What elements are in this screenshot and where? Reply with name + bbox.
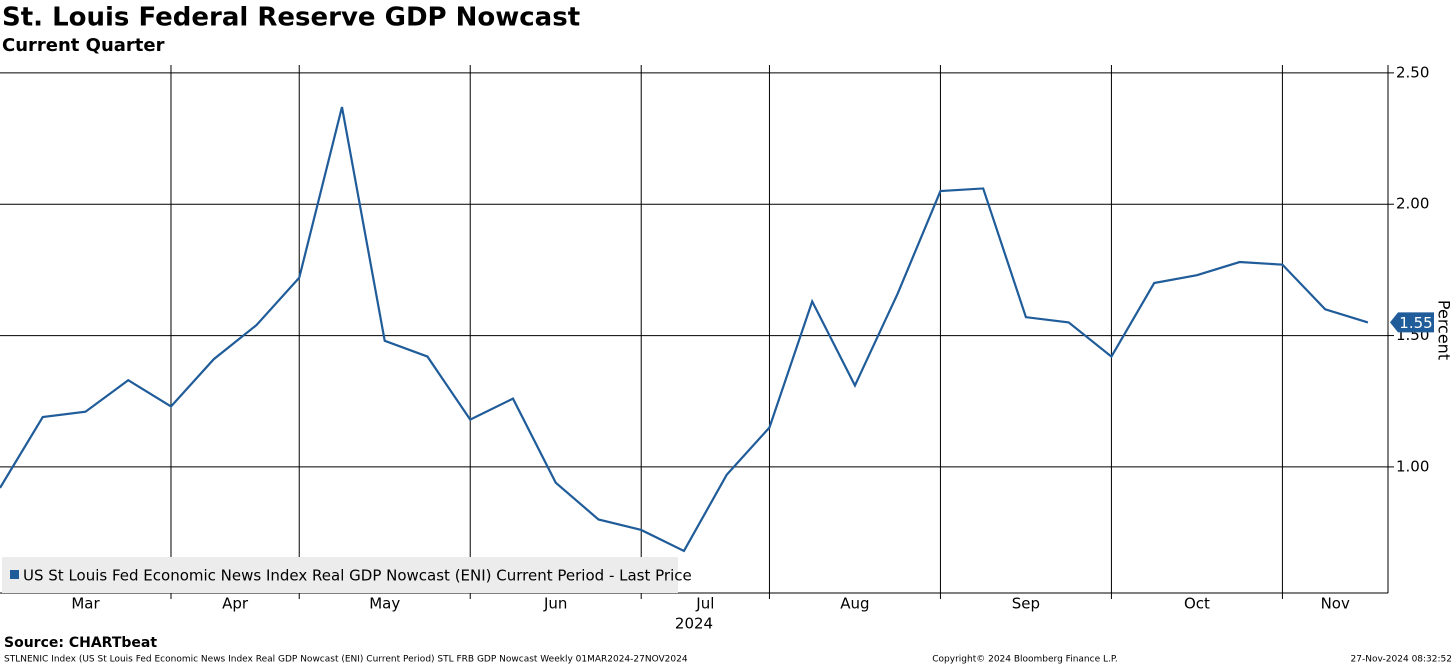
chart-subtitle: Current Quarter — [2, 35, 165, 56]
y-tick-label: 1.00 — [1396, 457, 1429, 475]
last-price-label: 1.55 — [1399, 314, 1432, 332]
y-tick-label: 2.50 — [1396, 63, 1429, 81]
x-month-label: Sep — [1012, 595, 1040, 613]
x-month-label: Aug — [840, 595, 869, 613]
footer-center: Copyright© 2024 Bloomberg Finance L.P. — [932, 655, 1117, 665]
x-month-label: Apr — [222, 595, 249, 613]
x-month-label: Nov — [1321, 595, 1350, 613]
x-month-label: Jul — [695, 595, 714, 613]
x-month-label: Mar — [71, 595, 100, 613]
line — [0, 106, 1369, 553]
y-axis-label: Percent — [1435, 300, 1454, 360]
y-tick-label: 2.00 — [1396, 195, 1429, 213]
x-year-label: 2024 — [675, 615, 713, 633]
footer-left: STLNENIC Index (US St Louis Fed Economic… — [4, 655, 688, 665]
legend-swatch — [10, 570, 19, 579]
footer-right: 27-Nov-2024 08:32:52 — [1351, 655, 1452, 665]
chart-title: St. Louis Federal Reserve GDP Nowcast — [2, 3, 580, 33]
last-price-tag — [1390, 312, 1434, 333]
legend-label: US St Louis Fed Economic News Index Real… — [23, 567, 692, 585]
x-month-label: May — [369, 595, 400, 613]
source: Source: CHARTbeat — [4, 635, 157, 651]
x-month-label: Oct — [1184, 595, 1210, 613]
legend-box — [2, 557, 678, 593]
x-month-label: Jun — [543, 595, 567, 613]
